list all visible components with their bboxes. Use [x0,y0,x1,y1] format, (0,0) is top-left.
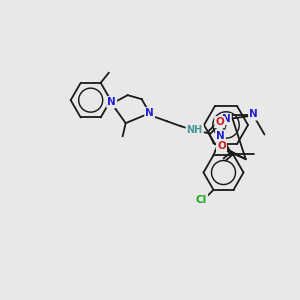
Text: Cl: Cl [196,195,207,205]
Text: NH: NH [187,125,203,135]
Text: N: N [107,97,116,107]
Text: N: N [145,108,154,118]
Text: N: N [222,114,231,124]
Text: N: N [216,130,225,140]
Text: N: N [217,141,226,151]
Text: N: N [249,110,258,119]
Text: O: O [217,141,226,151]
Text: O: O [215,117,224,127]
